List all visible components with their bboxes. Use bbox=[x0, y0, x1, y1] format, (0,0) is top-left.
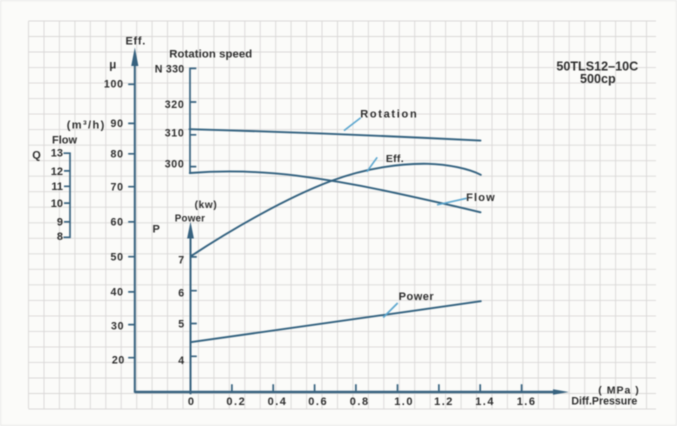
svg-text:50TLS12–10C: 50TLS12–10C bbox=[556, 59, 638, 73]
svg-text:Flow: Flow bbox=[466, 192, 496, 204]
svg-text:Power: Power bbox=[399, 291, 435, 303]
svg-text:Power: Power bbox=[175, 213, 205, 224]
svg-text:0.6: 0.6 bbox=[308, 396, 328, 408]
svg-text:100: 100 bbox=[104, 79, 124, 91]
svg-text:0.8: 0.8 bbox=[350, 396, 370, 408]
svg-text:80: 80 bbox=[111, 149, 124, 161]
svg-text:8: 8 bbox=[57, 231, 63, 243]
svg-text:11: 11 bbox=[51, 181, 63, 193]
svg-text:Q: Q bbox=[32, 149, 41, 161]
svg-text:6: 6 bbox=[178, 288, 185, 300]
svg-text:Eff.: Eff. bbox=[386, 153, 404, 165]
svg-text:4: 4 bbox=[178, 355, 185, 367]
svg-text:Rotation speed: Rotation speed bbox=[169, 49, 252, 61]
svg-text:Eff.: Eff. bbox=[125, 36, 146, 48]
svg-text:P: P bbox=[153, 224, 161, 236]
svg-text:(kw): (kw) bbox=[195, 200, 218, 211]
svg-text:310: 310 bbox=[165, 128, 185, 140]
svg-text:12: 12 bbox=[51, 166, 63, 178]
svg-text:50: 50 bbox=[111, 251, 124, 263]
svg-text:5: 5 bbox=[178, 319, 185, 331]
svg-text:0.2: 0.2 bbox=[226, 396, 246, 408]
svg-text:70: 70 bbox=[111, 181, 124, 193]
svg-text:Flow: Flow bbox=[52, 134, 77, 146]
svg-text:20: 20 bbox=[112, 354, 125, 366]
svg-text:0: 0 bbox=[188, 396, 194, 408]
svg-text:40: 40 bbox=[111, 287, 124, 299]
svg-text:500cp: 500cp bbox=[580, 72, 616, 86]
svg-text:30: 30 bbox=[111, 320, 124, 332]
svg-text:9: 9 bbox=[57, 217, 63, 229]
svg-text:90: 90 bbox=[111, 118, 124, 130]
svg-text:1.6: 1.6 bbox=[517, 396, 537, 408]
svg-text:7: 7 bbox=[178, 255, 185, 267]
svg-text:60: 60 bbox=[111, 217, 124, 229]
svg-text:300: 300 bbox=[165, 159, 185, 171]
svg-text:( MPa ): ( MPa ) bbox=[598, 385, 639, 397]
svg-text:1.4: 1.4 bbox=[475, 396, 495, 408]
svg-text:N 330: N 330 bbox=[155, 63, 185, 75]
svg-text:13: 13 bbox=[51, 148, 63, 160]
svg-text:Diff.Pressure: Diff.Pressure bbox=[571, 396, 637, 408]
svg-text:(m³/h): (m³/h) bbox=[67, 120, 106, 132]
svg-text:1.2: 1.2 bbox=[434, 396, 454, 408]
svg-text:1.0: 1.0 bbox=[394, 396, 414, 408]
svg-text:0.4: 0.4 bbox=[268, 396, 288, 408]
svg-text:Rotation: Rotation bbox=[360, 108, 418, 120]
svg-text:10: 10 bbox=[51, 198, 63, 210]
svg-text:μ: μ bbox=[109, 59, 117, 71]
svg-text:320: 320 bbox=[165, 99, 185, 111]
